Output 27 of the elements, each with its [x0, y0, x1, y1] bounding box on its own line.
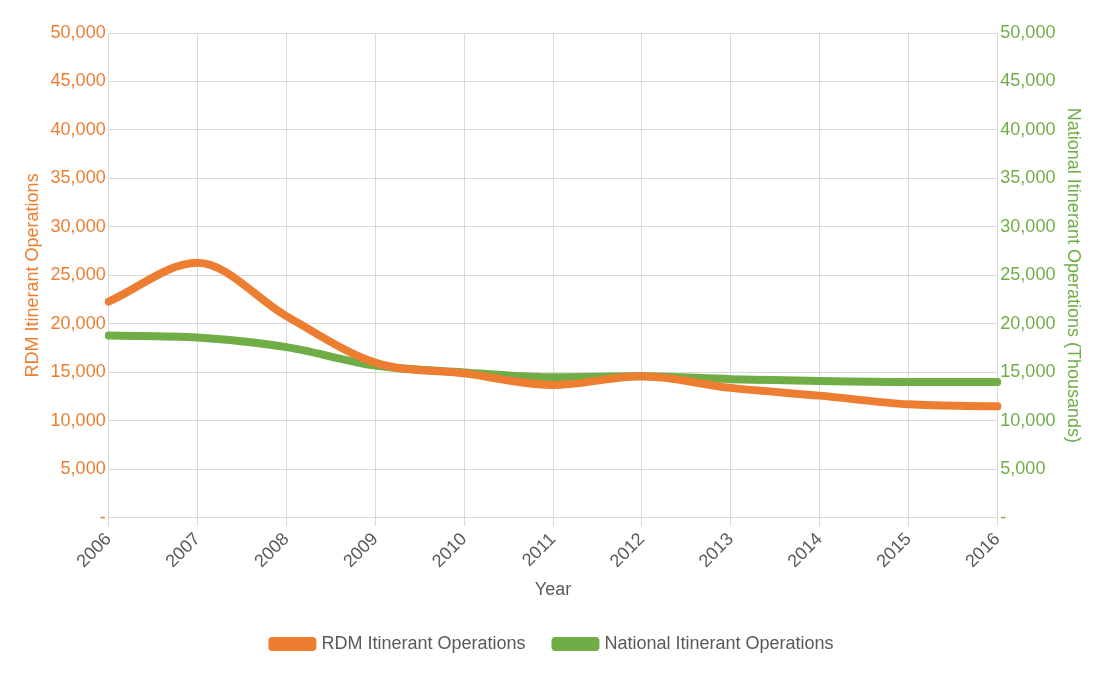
legend-label: National Itinerant Operations	[604, 632, 834, 653]
y2-tick-label: 30,000	[1000, 215, 1056, 236]
y2-tick-label: 5,000	[1000, 458, 1046, 479]
y2-tick-label: 35,000	[1000, 167, 1056, 188]
y2-axis-title: National Itinerant Operations (Thousands)	[1064, 107, 1085, 443]
y-tick-label: 25,000	[50, 264, 106, 285]
y2-tick-label: 50,000	[1000, 21, 1056, 42]
x-axis-title: Year	[534, 579, 572, 600]
y-tick-label: 45,000	[50, 70, 106, 91]
y-tick-label: 40,000	[50, 118, 106, 139]
y-tick-label: 15,000	[50, 361, 106, 382]
y-tick-label: 10,000	[50, 409, 106, 430]
y2-tick-label: 15,000	[1000, 361, 1056, 382]
y2-tick-label: 45,000	[1000, 70, 1056, 91]
y-axis-title: RDM Itinerant Operations	[21, 173, 42, 378]
y2-tick-label: 10,000	[1000, 409, 1056, 430]
y2-tick-label: -	[1000, 506, 1007, 527]
y-tick-label: -	[99, 506, 106, 527]
legend-label: RDM Itinerant Operations	[321, 632, 526, 653]
y2-tick-label: 25,000	[1000, 264, 1056, 285]
y-tick-label: 35,000	[50, 167, 106, 188]
y-tick-label: 20,000	[50, 312, 106, 333]
y-tick-label: 5,000	[60, 458, 106, 479]
y-tick-label: 30,000	[50, 215, 106, 236]
y2-tick-label: 40,000	[1000, 118, 1056, 139]
y2-tick-label: 20,000	[1000, 312, 1056, 333]
y-tick-label: 50,000	[50, 21, 106, 42]
